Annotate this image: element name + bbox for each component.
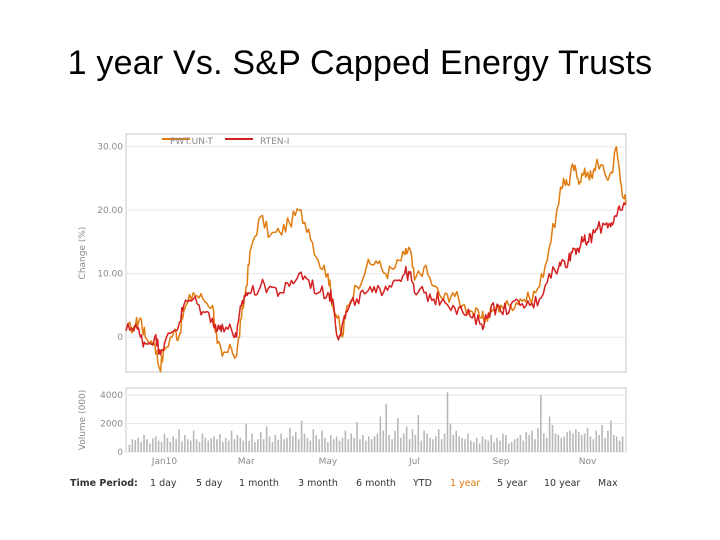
legend-label-0: PWT.UN-T — [170, 137, 213, 147]
period-option-1-month[interactable]: 1 month — [239, 478, 279, 489]
volume-tick-label-1: 2000 — [100, 420, 123, 430]
volume-plot-frame — [125, 387, 627, 453]
period-option-1-day[interactable]: 1 day — [150, 478, 177, 489]
x-tick-label-4: Sep — [493, 457, 510, 467]
period-option-max[interactable]: Max — [598, 478, 618, 489]
x-tick-label-2: May — [319, 457, 338, 467]
volume-axis-label: Volume (000) — [78, 390, 88, 451]
price-axis-label: Change (%) — [78, 227, 88, 280]
x-tick-label-3: Jul — [408, 457, 420, 467]
series-line-rten-i — [125, 202, 627, 356]
period-option-ytd[interactable]: YTD — [413, 478, 432, 489]
volume-tick-label-2: 4000 — [100, 391, 123, 401]
period-option-3-month[interactable]: 3 month — [298, 478, 338, 489]
period-option-5-year[interactable]: 5 year — [497, 478, 528, 489]
price-tick-label-1: 10.00 — [97, 270, 123, 280]
x-tick-label-1: Mar — [238, 457, 255, 467]
volume-bars — [128, 392, 624, 452]
series-line-pwt-un-t — [125, 145, 627, 373]
period-option-5-day[interactable]: 5 day — [196, 478, 223, 489]
price-plot-frame — [125, 133, 627, 373]
slide-title: 1 year Vs. S&P Capped Energy Trusts — [67, 44, 653, 82]
period-option-10-year[interactable]: 10 year — [544, 478, 581, 489]
price-tick-label-0: 0 — [117, 333, 123, 343]
volume-tick-label-0: 0 — [117, 448, 123, 458]
legend-label-1: RTEN-I — [260, 137, 289, 147]
period-option-6-month[interactable]: 6 month — [356, 478, 396, 489]
price-tick-label-2: 20.00 — [97, 206, 123, 216]
x-tick-label-5: Nov — [579, 457, 597, 467]
period-option-1-year[interactable]: 1 year — [450, 478, 481, 489]
price-tick-label-3: 30.00 — [97, 143, 123, 153]
time-period-bar: Time Period: 1 day 5 day 1 month 3 month… — [70, 478, 630, 492]
x-tick-label-0: Jan10 — [151, 457, 178, 467]
time-period-label: Time Period: — [70, 478, 138, 489]
